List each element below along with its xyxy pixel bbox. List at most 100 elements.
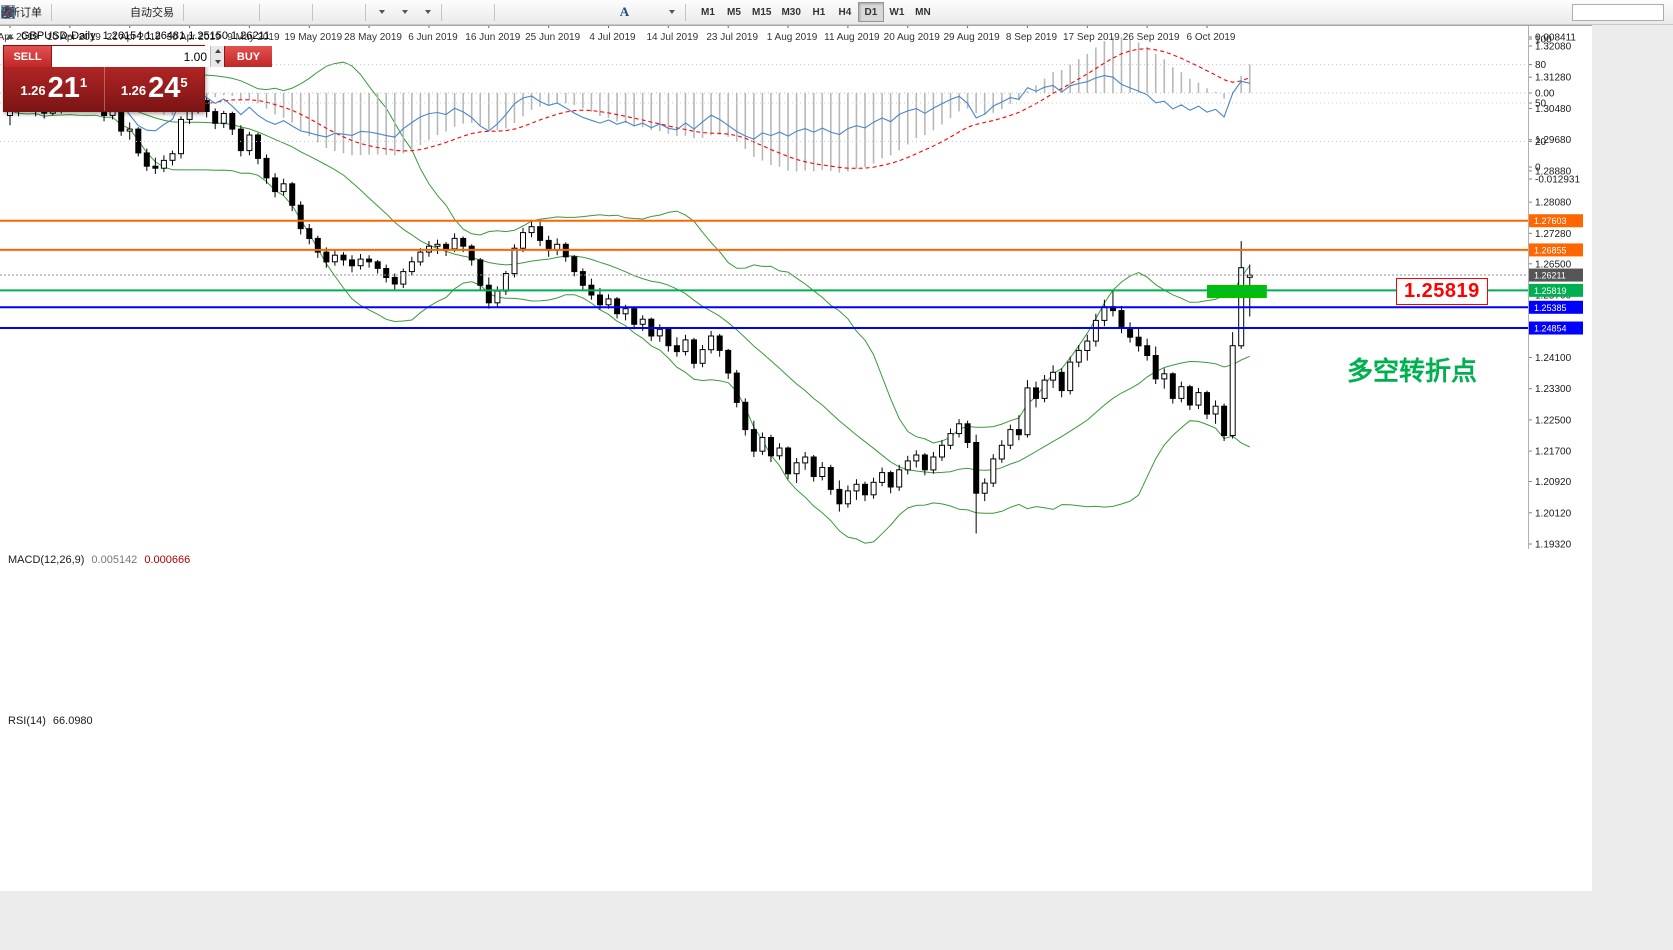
cursor-button[interactable] (5, 2, 468, 23)
channel-button[interactable] (1, 2, 590, 23)
volume-down-button[interactable] (211, 56, 224, 67)
rsi-header: RSI(14) 66.0980 (8, 715, 93, 727)
timeframe-button-m30[interactable]: M30 (776, 2, 805, 22)
text-tool-button[interactable]: A (613, 2, 636, 23)
sell-button[interactable]: SELL (4, 46, 52, 67)
price-tag-label: 1.27603 (1534, 216, 1567, 226)
timeframe-button-m5[interactable]: M5 (721, 2, 747, 22)
macd-signal-value: 0.000666 (144, 554, 191, 566)
price-tag (1529, 243, 1583, 257)
candlestick-chart-button[interactable] (2, 2, 233, 23)
date-axis-label: 6 Jun 2019 (408, 32, 458, 43)
price-axis-label: 1.28080 (1535, 198, 1572, 209)
price-tag (1529, 268, 1583, 282)
buy-button[interactable]: BUY (224, 46, 272, 67)
toolbar-separator (259, 3, 260, 21)
price-tag-label: 1.25385 (1534, 303, 1567, 313)
toolbar-separator (312, 3, 313, 21)
text-tool-icon: A (619, 4, 630, 19)
search-input[interactable] (1572, 3, 1664, 21)
search-icon (1, 5, 15, 19)
line-chart-button[interactable] (1, 2, 256, 23)
window-background (0, 891, 1592, 950)
window-background (1592, 25, 1673, 950)
price-axis-label: 1.20120 (1535, 508, 1572, 519)
indicators-button[interactable] (1, 2, 392, 23)
cascade-windows-button[interactable] (1, 2, 362, 23)
shapes-button[interactable] (1, 2, 682, 23)
rsi-axis-label: 50 (1535, 99, 1547, 110)
date-axis-label: 25 Jun 2019 (525, 32, 580, 43)
main-price-chart[interactable]: 1.32080 1.31280 1.30480 1.29680 1.28880 1.280… (0, 25, 1592, 549)
timeframe-button-m15[interactable]: M15 (747, 2, 776, 22)
macd-label: MACD(12,26,9) (8, 554, 85, 566)
date-axis-label: 21 Apr 2019 (107, 32, 161, 43)
buy-price[interactable]: 1.26 24 5 (120, 72, 188, 104)
candles (7, 87, 1253, 534)
volume-up-button[interactable] (211, 46, 224, 57)
tile-windows-button[interactable] (1, 2, 339, 23)
price-tag-label: 1.24854 (1534, 324, 1567, 334)
ohlc-values: 1.26154 1.26481 1.25150 1.26211 (102, 30, 270, 42)
horizontal-line-button[interactable] (2, 2, 544, 23)
macd-axis-label: 0.00 (1535, 88, 1555, 99)
zoom-in-button[interactable] (2, 2, 286, 23)
autotrade-button[interactable]: 自动交易 (4, 2, 180, 23)
zoom-out-button[interactable] (2, 2, 309, 23)
date-axis-label: 20 Aug 2019 (884, 32, 941, 43)
one-click-trading-panel: SELL BUY 1.26 21 1 1.26 (3, 45, 272, 112)
rsi-line (10, 75, 1250, 140)
price-axis-label: 1.24100 (1535, 353, 1572, 364)
date-axis-label: 6 Oct 2019 (1187, 32, 1236, 43)
price-tag-label: 1.25819 (1534, 286, 1567, 296)
price-axis-label: 1.23300 (1535, 384, 1572, 395)
sell-price[interactable]: 1.26 21 1 (4, 67, 105, 111)
trendline-button[interactable] (2, 2, 567, 23)
timeframe-button-h4[interactable]: H4 (832, 2, 858, 22)
green-highlight-zone[interactable] (1207, 284, 1267, 298)
timeframe-button-h1[interactable]: H1 (806, 2, 832, 22)
bb-lower-band (9, 110, 1251, 544)
search-button[interactable] (1, 2, 1568, 23)
date-axis-label: 8 Sep 2019 (1006, 32, 1058, 43)
periods-button[interactable] (1, 2, 415, 23)
price-axis-label: 1.26500 (1535, 259, 1572, 270)
symbol-label: GBPUSD-Daily (21, 30, 96, 42)
rsi-value: 66.0980 (52, 715, 93, 727)
timeframe-button-mn[interactable]: MN (910, 2, 936, 22)
rsi-panel[interactable]: 100 80 50 20 0 (0, 25, 1592, 180)
chevron-down-icon (668, 10, 675, 14)
arrows-tool-button[interactable] (2, 2, 659, 23)
price-axis-label: 1.31280 (1535, 73, 1572, 84)
macd-signal-line (9, 48, 1250, 169)
timeframe-button-d1[interactable]: D1 (857, 2, 884, 22)
one-click-collapse-icon[interactable] (6, 33, 14, 39)
bar-chart-button[interactable] (2, 2, 210, 23)
price-axis-label: 1.22500 (1535, 415, 1572, 426)
price-axis-label: 1.32080 (1535, 42, 1572, 53)
chart-region[interactable]: 1.32080 1.31280 1.30480 1.29680 1.28880 1.280… (0, 25, 1673, 950)
vertical-line-button[interactable] (7, 2, 521, 23)
market-watch-button[interactable] (1, 2, 78, 23)
chevron-down-icon (378, 10, 385, 14)
templates-button[interactable] (2, 2, 438, 23)
date-axis-label: 9 May 2019 (227, 32, 280, 43)
date-axis-label: 23 Jul 2019 (706, 32, 758, 43)
volume-stepper (210, 46, 224, 67)
fibonacci-button[interactable] (2, 2, 613, 23)
navigator-button[interactable] (1, 2, 124, 23)
date-axis[interactable]: 1 Apr 2019 10 Apr 2019 21 Apr 2019 30 Apr 2… (0, 25, 1592, 47)
data-window-button[interactable] (1, 2, 101, 23)
timeframe-button-m1[interactable]: M1 (695, 2, 721, 22)
timeframe-button-w1[interactable]: W1 (884, 2, 910, 22)
support-price-label[interactable]: 1.25819 (1396, 278, 1488, 305)
volume-input[interactable] (52, 46, 210, 67)
date-axis-label: 17 Sep 2019 (1063, 32, 1120, 43)
toolbar-separator (51, 3, 52, 21)
rsi-axis-label: 20 (1535, 137, 1547, 148)
price-tag-label: 1.26855 (1534, 245, 1567, 255)
crosshair-button[interactable] (1, 2, 491, 23)
autotrade-label: 自动交易 (130, 7, 174, 19)
rsi-axis-label: 0 (1535, 163, 1541, 174)
chart-title-row: GBPUSD-Daily 1.26154 1.26481 1.25150 1.2… (6, 30, 270, 42)
